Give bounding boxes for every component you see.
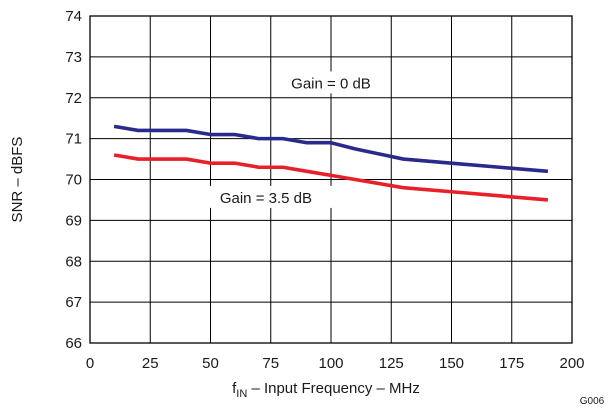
y-tick-label: 70	[65, 172, 82, 189]
x-tick-labels: 0 25 50 75 100 125 150 175 200	[86, 355, 585, 372]
x-tick-label: 125	[379, 355, 404, 372]
x-tick-label: 175	[499, 355, 524, 372]
x-tick-label: 0	[86, 355, 94, 372]
x-axis-title-subscript: IN	[236, 388, 247, 400]
x-axis-title-main: f	[232, 380, 237, 397]
x-tick-label: 25	[142, 355, 159, 372]
y-tick-label: 72	[65, 90, 82, 107]
series-lines	[113, 124, 549, 202]
x-tick-label: 50	[202, 355, 219, 372]
series-label-1: Gain = 0 dB	[291, 75, 371, 92]
x-tick-label: 200	[559, 355, 584, 372]
series-line-1	[113, 124, 549, 174]
series-label-background	[272, 71, 390, 94]
series-label-2: Gain = 3.5 dB	[220, 190, 312, 207]
y-tick-label: 68	[65, 253, 82, 270]
x-tick-label: 150	[439, 355, 464, 372]
y-tick-labels: 66 67 68 69 70 71 72 73 74	[65, 8, 82, 352]
series-line-2	[113, 153, 549, 202]
series-labels: Gain = 0 dB Gain = 3.5 dB	[198, 71, 390, 208]
y-tick-label: 67	[65, 294, 82, 311]
plot-frame	[89, 15, 573, 344]
y-axis-title: SNR – dBFS	[9, 137, 26, 223]
y-tick-label: 73	[65, 49, 82, 66]
y-tick-label: 74	[65, 8, 82, 25]
grid	[90, 16, 572, 343]
x-axis-title-rest: – Input Frequency – MHz	[247, 380, 420, 397]
x-axis-title: fIN – Input Frequency – MHz	[232, 380, 420, 400]
y-tick-label: 71	[65, 131, 82, 148]
figure-code: G006	[580, 396, 605, 407]
x-tick-label: 100	[318, 355, 343, 372]
y-tick-label: 66	[65, 335, 82, 352]
series-label-background	[198, 185, 333, 208]
x-tick-label: 75	[262, 355, 279, 372]
y-tick-label: 69	[65, 212, 82, 229]
